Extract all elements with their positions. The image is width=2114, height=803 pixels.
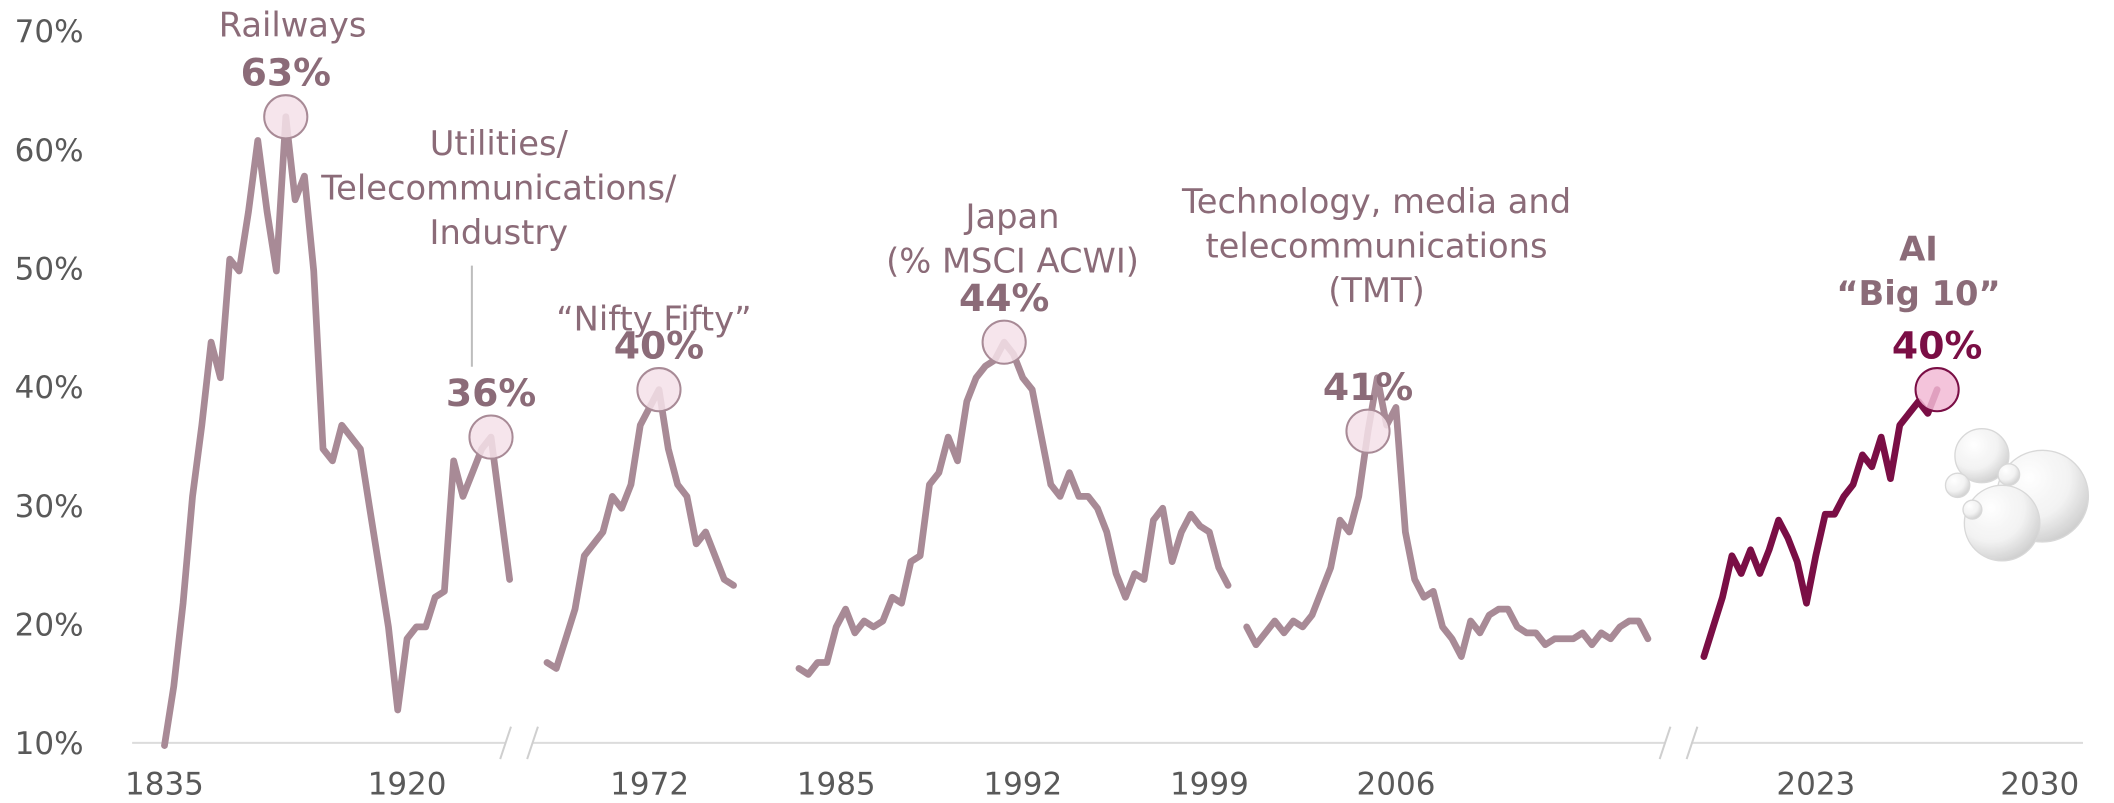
series-line xyxy=(1700,386,1941,660)
annotation: AI xyxy=(1899,229,1938,268)
annotation: Railways xyxy=(219,5,367,44)
annotation: Industry xyxy=(430,213,569,252)
annotation: (% MSCI ACWI) xyxy=(886,241,1139,280)
annotation: Japan xyxy=(964,197,1060,236)
axis-break xyxy=(1658,726,1672,760)
y-tick-label: 70% xyxy=(15,14,84,50)
data-label: 40% xyxy=(1892,323,1982,367)
bubble xyxy=(1963,484,2041,562)
y-tick-label: 60% xyxy=(15,133,84,169)
x-tick-label: 1920 xyxy=(368,767,447,803)
peak-marker xyxy=(468,414,514,460)
annotation: “Big 10” xyxy=(1836,274,2000,313)
annotation: telecommunications xyxy=(1205,227,1547,266)
x-tick-label: 1999 xyxy=(1170,767,1249,803)
data-label: 63% xyxy=(241,50,331,94)
peak-marker xyxy=(1345,408,1391,454)
axis-break xyxy=(526,726,539,760)
bubble xyxy=(1944,472,1971,499)
bubble xyxy=(1997,463,2021,487)
annotation: Technology, media and xyxy=(1181,182,1571,221)
series-line xyxy=(543,386,737,672)
peak-marker xyxy=(263,94,309,140)
x-tick-label: 2023 xyxy=(1776,767,1855,803)
x-tick-label: 1972 xyxy=(610,767,689,803)
x-tick-label: 2006 xyxy=(1357,767,1436,803)
peak-marker xyxy=(1914,367,1960,413)
x-tick-label: 1985 xyxy=(797,767,876,803)
axis-break xyxy=(1665,728,1693,758)
axis-break xyxy=(499,726,512,760)
y-tick-label: 10% xyxy=(15,726,84,762)
annotation: “Nifty Fifty” xyxy=(556,299,751,338)
axis-break xyxy=(1685,726,1699,760)
annotation: Telecommunications/ xyxy=(320,169,677,208)
data-label: 41% xyxy=(1323,365,1413,409)
data-label: 36% xyxy=(446,371,536,415)
data-label: 40% xyxy=(614,323,704,367)
bubble xyxy=(1954,428,2010,484)
series-line xyxy=(1243,374,1652,660)
peak-marker xyxy=(636,367,682,413)
annotation: (TMT) xyxy=(1328,271,1425,310)
y-tick-label: 30% xyxy=(15,489,84,525)
x-tick-label: 2030 xyxy=(2000,767,2079,803)
series-line xyxy=(795,338,1232,678)
axis-break xyxy=(505,728,533,758)
y-tick-label: 20% xyxy=(15,607,84,643)
annotation: Utilities/ xyxy=(430,124,569,163)
x-tick-label: 1835 xyxy=(125,767,204,803)
y-tick-label: 50% xyxy=(15,251,84,287)
bubbles xyxy=(1944,428,2090,562)
data-label: 44% xyxy=(959,276,1049,320)
bubble xyxy=(1962,499,1983,520)
y-tick-label: 40% xyxy=(15,370,84,406)
x-tick-label: 1992 xyxy=(983,767,1062,803)
peak-marker xyxy=(981,319,1027,365)
series-line xyxy=(161,113,513,749)
x-axis xyxy=(132,726,2083,760)
